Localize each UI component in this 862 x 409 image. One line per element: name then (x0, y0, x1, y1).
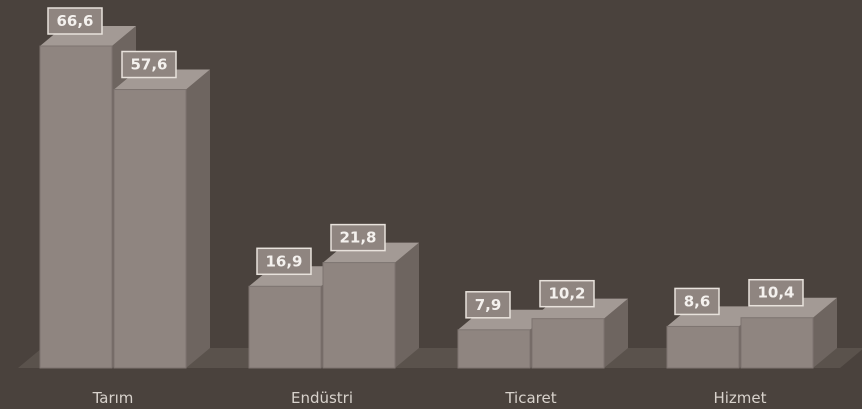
bar-front (740, 317, 814, 369)
data-label-text: 21,8 (339, 229, 376, 247)
bars (39, 26, 837, 369)
category-label-endüstri: Endüstri (291, 389, 353, 407)
bar-front (39, 45, 113, 369)
bar-ticaret-series-2 (531, 298, 628, 369)
data-label-text: 16,9 (265, 252, 302, 270)
bar-front (457, 329, 531, 369)
category-label-tarım: Tarım (92, 389, 134, 407)
data-label-tarım-series-1: 66,6 (47, 7, 103, 35)
chart-floor (18, 348, 862, 368)
data-label-hizmet-series-2: 10,4 (748, 278, 804, 307)
data-label-text: 10,2 (548, 285, 585, 303)
bar-tarım-series-2 (113, 69, 210, 369)
data-label-tarım-series-2: 57,6 (121, 50, 177, 79)
bar-front (248, 285, 322, 369)
data-label-endüstri-series-2: 21,8 (330, 223, 386, 252)
data-label-box (330, 223, 386, 252)
category-labels: Tarım Endüstri Ticaret Hizmet (92, 389, 767, 407)
floor-plane (18, 348, 862, 368)
category-label-hizmet: Hizmet (713, 389, 766, 407)
data-label-box (121, 50, 177, 79)
bar-side (813, 297, 837, 368)
bar-front (666, 325, 740, 369)
data-label-box (674, 287, 720, 316)
data-label-text: 66,6 (56, 12, 93, 30)
bar-front (531, 318, 605, 369)
data-label-ticaret-series-1: 7,9 (465, 291, 511, 319)
data-label-box (539, 279, 595, 308)
data-label-endüstri-series-1: 16,9 (256, 247, 312, 276)
data-label-ticaret-series-2: 10,2 (539, 279, 595, 308)
data-label-box (256, 247, 312, 276)
data-label-box (465, 291, 511, 319)
data-label-text: 8,6 (684, 292, 711, 310)
data-label-text: 7,9 (475, 296, 502, 314)
data-label-box (748, 278, 804, 307)
data-label-text: 10,4 (757, 284, 794, 302)
data-label-hizmet-series-1: 8,6 (674, 287, 720, 316)
bar-side (604, 298, 628, 368)
data-labels: 66,6 57,6 16,9 21,8 7,9 10,2 8,6 10,4 (47, 7, 804, 319)
bar-front (322, 262, 396, 369)
bar-side (395, 242, 419, 368)
bar-endüstri-series-2 (322, 242, 419, 369)
bar-hizmet-series-2 (740, 297, 837, 369)
category-label-ticaret: Ticaret (504, 389, 556, 407)
data-label-box (47, 7, 103, 35)
data-label-text: 57,6 (130, 56, 167, 74)
bar-side (186, 69, 210, 368)
bar-front (113, 89, 187, 369)
